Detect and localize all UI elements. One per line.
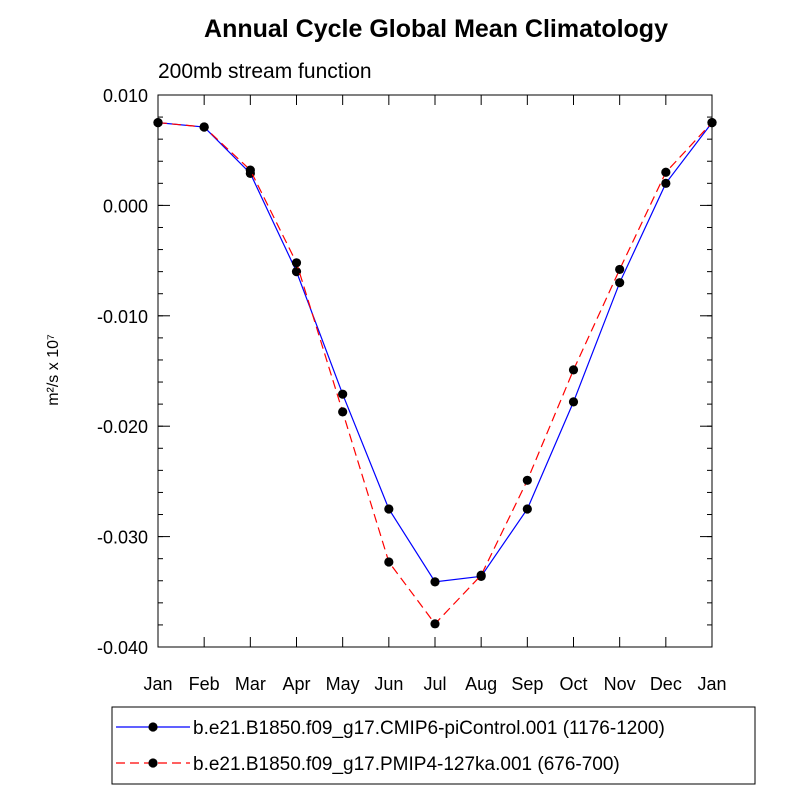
series-2-point <box>245 165 255 175</box>
series-1-point <box>522 504 532 514</box>
plot-frame <box>157 94 713 648</box>
chart-title: Annual Cycle Global Mean Climatology <box>204 15 668 43</box>
x-tick-label: May <box>326 674 360 694</box>
series-1-point <box>661 178 671 188</box>
x-tick-label: Nov <box>604 674 636 694</box>
series-1-point <box>430 577 440 587</box>
y-tick-label: -0.030 <box>97 528 148 548</box>
series-layer <box>153 118 717 629</box>
series-1-point <box>568 397 579 407</box>
legend-box <box>111 706 756 785</box>
series-2-point <box>430 619 440 629</box>
x-tick-label: Jun <box>374 674 403 694</box>
legend-label-1: b.e21.B1850.f09_g17.CMIP6-piControl.001 … <box>193 718 665 739</box>
series-2-point <box>291 258 302 268</box>
series-1-point <box>384 504 394 514</box>
axes: Jan Feb Mar Apr May Jun Jul Aug Sep Oct Nov Dec Jan 0… <box>97 86 727 694</box>
series-1-point <box>338 389 348 399</box>
y-tick-label: 0.000 <box>103 196 148 216</box>
legend-marker-1 <box>148 722 158 732</box>
series-2-point <box>707 118 717 128</box>
series-2-point <box>338 407 348 417</box>
series-1-point <box>615 278 625 288</box>
series-2-point <box>661 167 671 177</box>
x-tick-label: Jan <box>697 674 726 694</box>
y-tick-label: 0.010 <box>103 86 148 106</box>
x-tick-label: Dec <box>650 674 682 694</box>
series-2-point <box>476 570 486 580</box>
y-tick-label: -0.010 <box>97 307 148 327</box>
y-tick-label: -0.040 <box>97 638 148 658</box>
x-tick-label: Feb <box>189 674 220 694</box>
series-2-point <box>522 475 532 485</box>
series-2-point <box>568 365 579 375</box>
y-tick-label: -0.020 <box>97 417 148 437</box>
x-tick-label: Sep <box>511 674 543 694</box>
x-tick-label: Aug <box>465 674 497 694</box>
series-2-point <box>199 122 209 132</box>
series-2-point <box>153 118 163 128</box>
y-axis-label: m²/s x 10⁷ <box>45 334 62 406</box>
x-tick-label: Jan <box>143 674 172 694</box>
legend-marker-2 <box>148 758 158 768</box>
chart-subtitle: 200mb stream function <box>158 60 372 83</box>
x-tick-label: Apr <box>282 674 310 694</box>
x-tick-label: Mar <box>235 674 266 694</box>
series-line-2 <box>157 122 713 625</box>
series-1-point <box>291 267 302 277</box>
series-2-point <box>384 557 394 567</box>
series-line-1 <box>157 122 713 583</box>
x-tick-label: Jul <box>423 674 446 694</box>
series-2-point <box>615 264 625 275</box>
legend: b.e21.B1850.f09_g17.CMIP6-piControl.001 … <box>116 718 665 775</box>
legend-label-2: b.e21.B1850.f09_g17.PMIP4-127ka.001 (676… <box>193 754 620 775</box>
x-tick-label: Oct <box>559 674 587 694</box>
